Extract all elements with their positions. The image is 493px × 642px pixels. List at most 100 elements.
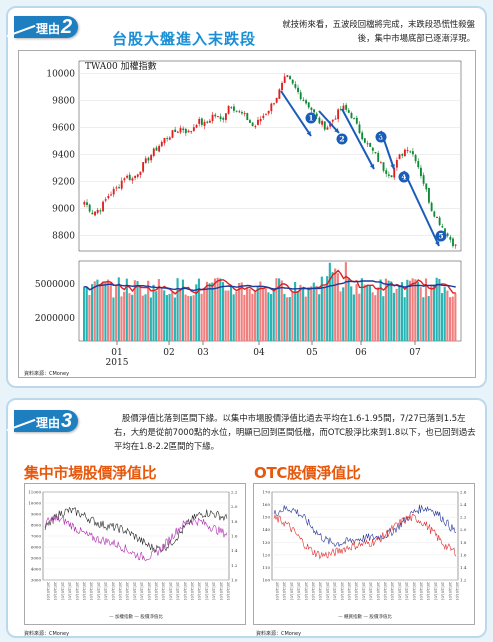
left-tick-label: 150 <box>262 515 270 520</box>
volume-bar <box>200 293 203 341</box>
right-source: 資料來源：CMoney <box>256 631 302 637</box>
candle-body <box>361 132 364 140</box>
x-date-label: 2012/01/01 <box>204 582 208 600</box>
series-line-2 <box>273 513 457 560</box>
candle-body <box>241 112 243 114</box>
candle-body <box>452 238 454 247</box>
volume-bar <box>248 288 251 341</box>
x-date-label: 2012/01/01 <box>147 582 151 600</box>
wave-arrow <box>403 170 440 247</box>
volume-bar <box>224 290 227 341</box>
candle-body <box>291 79 294 84</box>
volume-bar <box>294 282 297 341</box>
volume-tick-label: 2000000 <box>35 314 75 324</box>
candle-body <box>366 143 369 145</box>
volume-bar <box>419 287 422 341</box>
candle-body <box>387 174 390 176</box>
candle-body <box>179 127 182 133</box>
candle-body <box>171 130 174 138</box>
volume-bar <box>229 285 233 341</box>
candle-body <box>401 153 404 156</box>
right-chart-title: OTC股價淨值比 <box>254 464 361 482</box>
volume-bar <box>267 292 270 341</box>
volume-bar <box>339 291 342 341</box>
candle-body <box>216 116 219 118</box>
price-tick-label: 9600 <box>52 124 75 134</box>
volume-bar <box>278 278 281 341</box>
volume-bar <box>342 287 345 341</box>
candle-body <box>454 244 457 246</box>
volume-bar <box>334 268 337 341</box>
candle-body <box>150 155 153 161</box>
x-date-label: 2012/01/01 <box>304 582 308 600</box>
right-tick-label: 1.4 <box>460 565 467 570</box>
candle-body <box>417 160 420 168</box>
x-date-label: 2012/01/01 <box>318 582 322 600</box>
volume-bar <box>366 285 369 341</box>
volume-bar <box>227 290 230 341</box>
candle-body <box>254 126 257 128</box>
candle-body <box>211 114 214 122</box>
volume-bar <box>360 278 363 341</box>
volume-bar <box>157 279 160 341</box>
candle-body <box>200 118 203 125</box>
volume-bar <box>416 281 420 341</box>
volume-bar <box>390 281 393 341</box>
volume-bar <box>187 295 190 341</box>
volume-bar <box>195 284 198 341</box>
x-date-label: 2012/01/01 <box>125 582 129 600</box>
volume-bar <box>101 282 104 341</box>
volume-bar <box>139 286 142 341</box>
candle-body <box>379 162 382 164</box>
candle-body <box>355 117 358 124</box>
x-date-label: 2012/01/01 <box>354 582 358 600</box>
volume-bar <box>382 296 385 341</box>
candle-body <box>315 113 318 117</box>
volume-bar <box>446 290 449 341</box>
volume-bar <box>133 280 136 341</box>
candle-body <box>187 130 190 133</box>
candle-body <box>238 111 241 113</box>
right-tick-label: 2.2 <box>231 490 238 495</box>
x-date-label: 2012/01/01 <box>161 582 165 600</box>
volume-bar <box>336 273 339 341</box>
volume-bar <box>363 284 366 341</box>
candle-body <box>118 187 120 189</box>
volume-bar <box>275 278 278 341</box>
x-date-label: 2012/01/01 <box>75 582 79 600</box>
volume-bar <box>171 291 174 341</box>
right-tick-label: 2.0 <box>460 527 467 532</box>
candle-body <box>142 162 145 172</box>
right-tick-label: 1.6 <box>460 552 467 557</box>
candle-body <box>409 151 412 153</box>
candle-body <box>128 174 131 181</box>
taiex-chart-frame: TWA00 加權指數 10000 9800 9600 9400 9200 9000 8800 1… <box>18 50 476 378</box>
candle-body <box>243 113 246 115</box>
x-year-label: 2015 <box>106 358 129 368</box>
x-date-label: 2012/01/01 <box>197 582 201 600</box>
volume-bar <box>240 282 243 341</box>
candle-body <box>371 147 374 151</box>
candle-body <box>299 92 302 100</box>
right-tick-label: 2.6 <box>460 490 467 495</box>
candle-body <box>166 138 169 140</box>
candle-body <box>206 121 209 123</box>
candle-body <box>337 109 340 120</box>
volume-bar <box>165 295 168 341</box>
volume-bar <box>310 286 313 341</box>
candle-body <box>262 115 265 118</box>
volume-bar <box>384 278 388 341</box>
x-date-label: 2012/01/01 <box>89 582 93 600</box>
right-tick-label: 2.2 <box>460 515 467 520</box>
candle-body <box>123 178 126 181</box>
candle-body <box>339 108 342 110</box>
candle-body <box>286 75 289 77</box>
candle-body <box>155 147 158 151</box>
x-date-label: 2012/01/01 <box>448 582 452 600</box>
volume-bar <box>392 292 396 341</box>
series-line-1 <box>44 506 228 554</box>
candle-body <box>374 152 377 154</box>
candle-body <box>136 174 139 177</box>
volume-bar <box>376 287 379 341</box>
left-tick-label: 3000 <box>31 578 42 583</box>
